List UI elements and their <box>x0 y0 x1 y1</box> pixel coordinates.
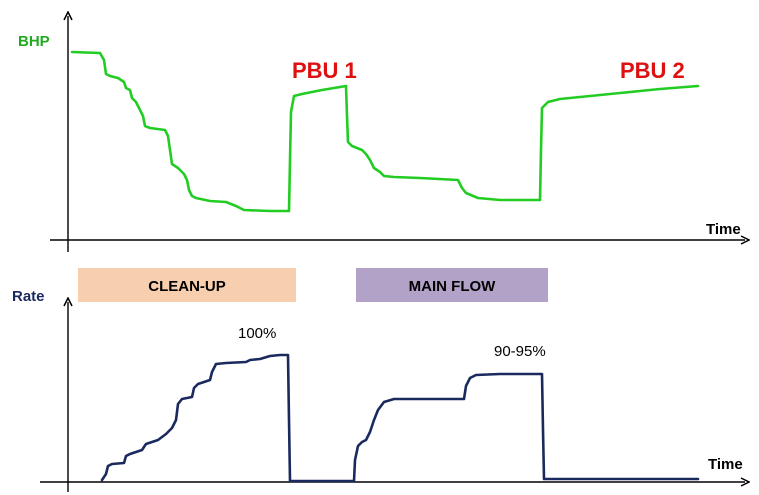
top-time-label: Time <box>706 221 741 238</box>
cleanup-phase-box <box>78 268 296 302</box>
bhp-curve <box>70 50 700 213</box>
bhp-axis-label: BHP <box>18 33 50 50</box>
pbu1-label: PBU 1 <box>292 58 357 83</box>
main-flow-phase-box <box>356 268 548 302</box>
rate-curve <box>100 353 700 483</box>
pbu2-label: PBU 2 <box>620 58 685 83</box>
main-flow-phase-label: MAIN FLOW <box>409 278 496 295</box>
cleanup-phase-label: CLEAN-UP <box>148 278 226 295</box>
rate-axis-label: Rate <box>12 288 45 305</box>
full-rate-label: 100% <box>238 325 276 342</box>
reduced-rate-label: 90-95% <box>494 343 546 360</box>
bottom-time-label: Time <box>708 456 743 473</box>
